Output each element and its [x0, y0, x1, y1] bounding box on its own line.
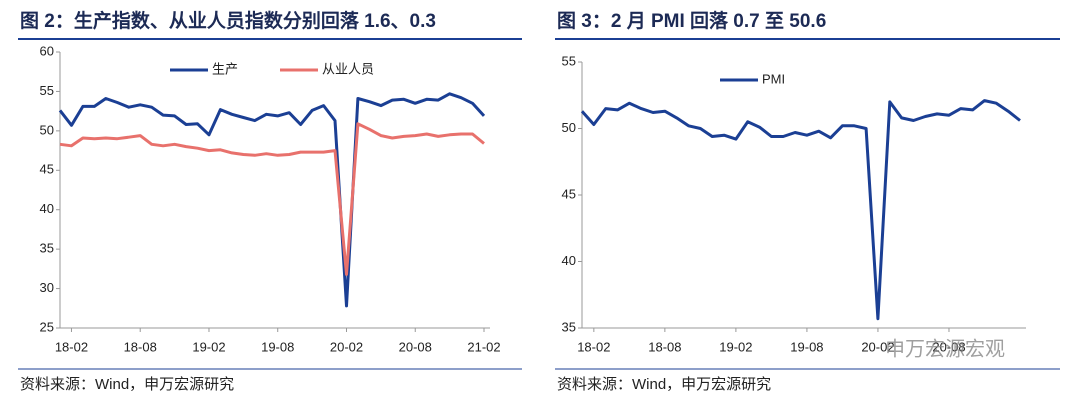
x-tick-label: 18-02 [55, 339, 88, 354]
y-tick-label: 30 [40, 280, 54, 295]
legend-label: 从业人员 [322, 61, 374, 76]
x-tick-label: 18-08 [124, 339, 157, 354]
y-tick-label: 55 [562, 53, 576, 68]
chart-title: 图 3：2 月 PMI 回落 0.7 至 50.6 [557, 9, 826, 32]
series-line [58, 92, 486, 308]
y-tick-label: 35 [40, 241, 54, 256]
x-tick-label: 20-02 [330, 339, 363, 354]
series-line [580, 99, 1021, 321]
x-tick-label: 21-02 [467, 339, 500, 354]
y-tick-label: 60 [40, 43, 54, 58]
y-tick-label: 45 [40, 162, 54, 177]
x-tick-label: 18-02 [577, 339, 610, 354]
y-tick-label: 40 [40, 201, 54, 216]
legend-label: PMI [762, 71, 785, 86]
x-tick-label: 19-08 [261, 339, 294, 354]
series-line [59, 122, 485, 276]
x-tick-label: 19-02 [192, 339, 225, 354]
watermark: 申万宏源宏观 [885, 337, 1005, 360]
x-tick-label: 19-08 [790, 339, 823, 354]
y-tick-label: 45 [562, 186, 576, 201]
x-tick-label: 19-02 [719, 339, 752, 354]
y-tick-label: 50 [40, 122, 54, 137]
x-tick-label: 18-08 [648, 339, 681, 354]
y-tick-label: 50 [562, 120, 576, 135]
x-tick-label: 20-02 [861, 339, 894, 354]
x-tick-label: 20-08 [399, 339, 432, 354]
y-tick-label: 40 [562, 253, 576, 268]
y-tick-label: 25 [40, 319, 54, 334]
source: 资料来源：Wind，申万宏源研究 [20, 376, 234, 393]
y-tick-label: 55 [40, 83, 54, 98]
y-tick-label: 35 [562, 319, 576, 334]
source: 资料来源：Wind，申万宏源研究 [557, 376, 771, 393]
legend-label: 生产 [212, 61, 238, 76]
x-tick-label: 20-08 [932, 339, 965, 354]
chart-title: 图 2：生产指数、从业人员指数分别回落 1.6、0.3 [20, 9, 436, 32]
